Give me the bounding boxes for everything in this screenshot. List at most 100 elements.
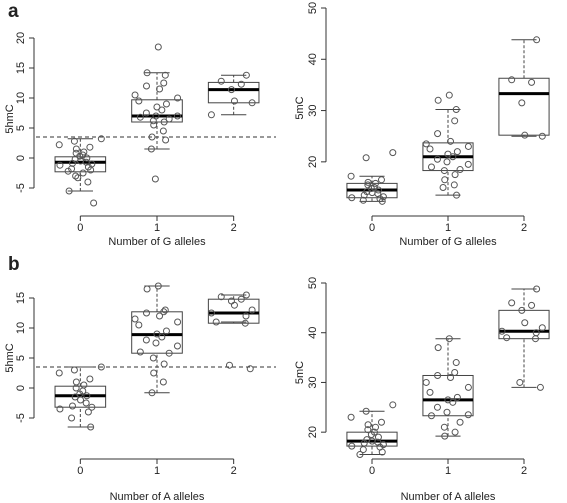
box — [131, 311, 183, 354]
point — [160, 360, 168, 368]
point — [83, 154, 91, 162]
point — [378, 448, 386, 456]
point — [374, 433, 382, 441]
point — [464, 411, 472, 419]
x-tick-label: 1 — [154, 222, 160, 234]
point — [237, 80, 245, 88]
point — [162, 100, 170, 108]
point — [156, 312, 164, 320]
point — [84, 178, 92, 186]
point — [72, 145, 80, 153]
point — [86, 143, 94, 151]
point — [83, 392, 91, 400]
x-axis-label: Number of G alleles — [108, 236, 206, 248]
point — [440, 423, 448, 431]
y-tick-label: 50 — [307, 2, 319, 14]
point — [441, 432, 449, 440]
box — [131, 99, 183, 123]
point — [377, 418, 385, 426]
point — [364, 426, 372, 434]
point — [434, 344, 442, 352]
point — [148, 133, 156, 141]
point — [150, 121, 158, 129]
panel-label: b — [8, 254, 20, 275]
point — [80, 381, 88, 389]
y-tick-label: 15 — [15, 62, 27, 74]
point — [528, 301, 536, 309]
point — [521, 131, 529, 139]
point — [79, 169, 87, 177]
box — [498, 77, 550, 136]
point — [135, 97, 143, 105]
point — [364, 421, 372, 429]
point — [362, 154, 370, 162]
point — [447, 137, 455, 145]
point — [516, 378, 524, 386]
point — [449, 153, 457, 161]
point — [533, 285, 541, 293]
point — [242, 71, 250, 79]
point — [422, 378, 430, 386]
point — [70, 366, 78, 374]
point — [434, 130, 442, 138]
point — [227, 86, 235, 94]
point — [452, 106, 460, 114]
point — [70, 137, 78, 145]
y-tick-label: 10 — [15, 92, 27, 104]
point — [372, 423, 380, 431]
point — [440, 167, 448, 175]
x-tick-label: 2 — [231, 222, 237, 234]
point — [434, 371, 442, 379]
point — [174, 94, 182, 102]
point — [451, 428, 459, 436]
point — [158, 106, 166, 114]
point — [441, 176, 449, 184]
point — [65, 187, 73, 195]
y-axis-label: 5hmC — [4, 104, 16, 133]
point — [443, 408, 451, 416]
point — [154, 43, 162, 51]
point — [161, 306, 169, 314]
point — [378, 197, 386, 205]
point — [56, 161, 64, 169]
point — [347, 413, 355, 421]
point — [451, 171, 459, 179]
y-tick-label: -5 — [15, 413, 27, 423]
point — [364, 178, 372, 186]
point — [142, 336, 150, 344]
point — [217, 293, 225, 301]
point — [528, 78, 536, 86]
y-axis-label: 5hmC — [4, 343, 16, 372]
point — [149, 354, 157, 362]
point — [68, 414, 76, 422]
point — [362, 407, 370, 415]
point — [148, 389, 156, 397]
x-tick-label: 0 — [369, 222, 375, 234]
box — [207, 81, 260, 104]
point — [230, 301, 238, 309]
y-tick-label: 0 — [15, 385, 27, 391]
y-axis-label: 5mC — [294, 96, 306, 119]
point — [97, 363, 105, 371]
y-tick-label: 30 — [307, 104, 319, 116]
point — [84, 408, 92, 416]
point — [445, 335, 453, 343]
point — [86, 375, 94, 383]
point — [359, 446, 367, 454]
point — [207, 111, 215, 119]
point — [174, 318, 182, 326]
point — [533, 36, 541, 44]
point — [389, 149, 397, 157]
x-tick-label: 1 — [154, 465, 160, 477]
point — [71, 393, 79, 401]
point — [74, 174, 82, 182]
point — [87, 166, 95, 174]
point — [453, 148, 461, 156]
point — [173, 342, 181, 350]
point — [162, 327, 170, 335]
point — [237, 295, 245, 303]
point — [538, 132, 546, 140]
point — [445, 91, 453, 99]
point — [143, 69, 151, 77]
point — [147, 145, 155, 153]
